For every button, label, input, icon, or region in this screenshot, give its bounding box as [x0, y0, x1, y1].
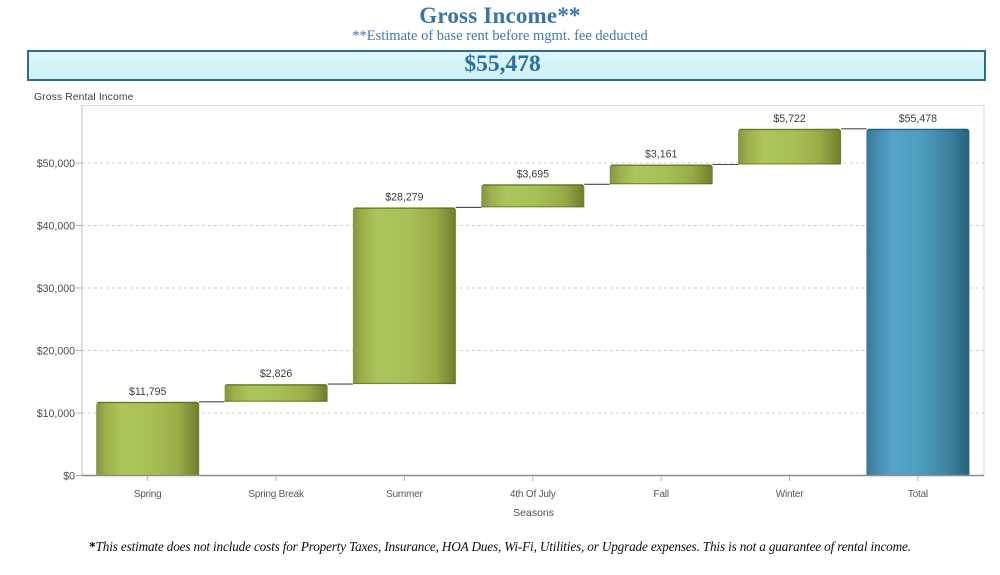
svg-text:$0: $0: [63, 471, 75, 483]
svg-text:$28,279: $28,279: [385, 191, 423, 203]
svg-text:Winter: Winter: [776, 489, 805, 500]
svg-text:Fall: Fall: [654, 489, 669, 500]
svg-text:Spring Break: Spring Break: [248, 489, 305, 500]
svg-text:$50,000: $50,000: [37, 158, 75, 170]
svg-text:$3,161: $3,161: [645, 149, 678, 161]
svg-text:$10,000: $10,000: [37, 408, 75, 420]
svg-text:$2,826: $2,826: [260, 368, 293, 380]
svg-text:$11,795: $11,795: [129, 386, 167, 398]
svg-text:Summer: Summer: [386, 489, 423, 500]
svg-text:$20,000: $20,000: [37, 346, 75, 358]
svg-text:Total: Total: [908, 489, 928, 500]
svg-text:$5,722: $5,722: [773, 113, 806, 125]
svg-text:Seasons: Seasons: [513, 507, 554, 519]
svg-text:$30,000: $30,000: [37, 283, 75, 295]
svg-text:Spring: Spring: [134, 489, 162, 500]
svg-text:$3,695: $3,695: [517, 168, 550, 180]
svg-text:$40,000: $40,000: [37, 221, 75, 233]
svg-text:4th Of July: 4th Of July: [510, 489, 556, 500]
svg-text:Gross Rental Income: Gross Rental Income: [34, 92, 134, 103]
svg-text:$55,478: $55,478: [899, 113, 937, 125]
